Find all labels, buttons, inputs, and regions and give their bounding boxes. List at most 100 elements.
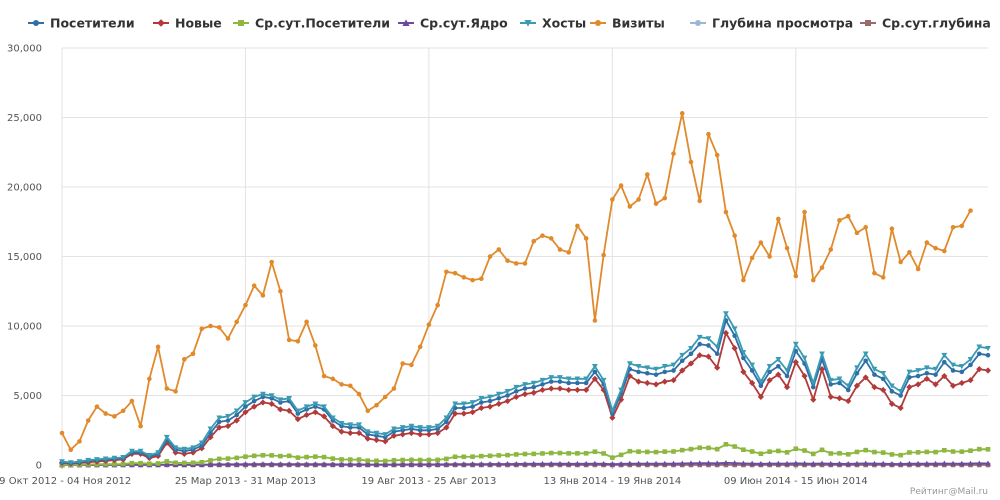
data-point	[828, 247, 834, 252]
data-point	[818, 365, 826, 373]
data-point	[617, 396, 625, 403]
data-point	[907, 450, 912, 455]
data-point	[575, 451, 580, 456]
data-point	[329, 461, 336, 467]
data-point	[932, 366, 939, 372]
data-point	[479, 400, 484, 405]
data-point	[766, 377, 773, 384]
data-point	[880, 386, 887, 394]
data-point	[469, 400, 476, 406]
data-point	[923, 375, 930, 382]
data-point	[59, 430, 65, 436]
data-point	[155, 344, 161, 350]
data-point	[942, 359, 947, 365]
data-point	[364, 435, 371, 442]
data-point	[923, 365, 930, 371]
data-point	[767, 369, 772, 375]
data-point	[68, 447, 74, 453]
data-point	[898, 259, 903, 265]
legend-marker	[865, 20, 871, 26]
data-point	[495, 391, 502, 398]
data-point	[959, 449, 965, 454]
data-point	[950, 225, 956, 230]
data-point	[539, 377, 546, 384]
data-point	[364, 429, 371, 435]
data-point	[687, 360, 695, 367]
data-point	[862, 351, 869, 357]
data-point	[984, 367, 992, 374]
data-point	[304, 319, 309, 325]
data-point	[461, 454, 467, 460]
data-point	[792, 460, 799, 466]
data-point	[164, 386, 170, 391]
data-point	[260, 293, 266, 298]
data-point	[557, 247, 563, 252]
data-point	[269, 453, 274, 458]
legend-item: Ср.сут.Посетители	[233, 16, 390, 31]
data-point	[77, 439, 82, 444]
data-point	[399, 461, 406, 467]
data-point	[277, 406, 284, 413]
data-point	[636, 197, 641, 202]
data-point	[530, 460, 537, 467]
data-point	[198, 440, 205, 446]
data-point	[190, 351, 196, 357]
legend-label: Ср.сут.глубина	[882, 16, 991, 31]
data-point	[933, 372, 938, 377]
data-point	[766, 364, 773, 370]
data-point	[522, 460, 528, 467]
data-point	[242, 400, 249, 406]
data-point	[645, 370, 650, 376]
data-point	[225, 461, 231, 467]
data-point	[810, 396, 817, 403]
data-point	[731, 345, 738, 352]
data-point	[767, 254, 772, 259]
data-point	[610, 455, 615, 460]
data-point	[565, 376, 572, 382]
data-point	[653, 372, 659, 377]
data-point	[277, 461, 284, 467]
chart-legend: Посетители Новые Ср.сут.Посетители Ср.сут.Я…	[28, 16, 991, 31]
data-point	[819, 265, 825, 270]
data-point	[540, 451, 545, 456]
data-point	[827, 377, 834, 384]
data-point	[338, 428, 345, 435]
data-point	[889, 226, 895, 231]
data-point	[819, 351, 825, 357]
data-point	[872, 449, 877, 455]
data-point	[408, 423, 415, 429]
data-point	[120, 455, 127, 461]
data-point	[295, 338, 301, 344]
data-point	[269, 259, 274, 265]
data-point	[207, 461, 214, 467]
data-point	[495, 400, 502, 407]
legend-label: Визиты	[612, 16, 665, 31]
data-point	[408, 429, 415, 437]
y-tick-label: 0	[36, 461, 42, 472]
data-point	[557, 450, 563, 456]
data-point	[967, 377, 974, 384]
data-point	[216, 415, 223, 421]
data-point	[338, 461, 345, 467]
data-point	[365, 408, 371, 414]
data-point	[417, 461, 424, 467]
data-point	[644, 365, 651, 371]
legend-item: Посетители	[28, 16, 135, 31]
data-point	[251, 394, 258, 400]
data-point	[652, 381, 660, 388]
data-point	[286, 337, 292, 343]
data-point	[626, 460, 633, 466]
data-point	[321, 461, 327, 467]
data-point	[382, 458, 388, 464]
x-tick-label: 19 Авг 2013 - 25 Авг 2013	[361, 476, 496, 487]
data-point	[251, 283, 257, 288]
data-point	[224, 422, 232, 430]
data-point	[391, 457, 397, 463]
data-point	[636, 449, 641, 454]
data-point	[478, 461, 485, 467]
data-point	[111, 455, 118, 461]
data-point	[409, 457, 414, 463]
data-point	[452, 461, 459, 467]
data-point	[382, 432, 389, 438]
data-point	[234, 412, 240, 418]
